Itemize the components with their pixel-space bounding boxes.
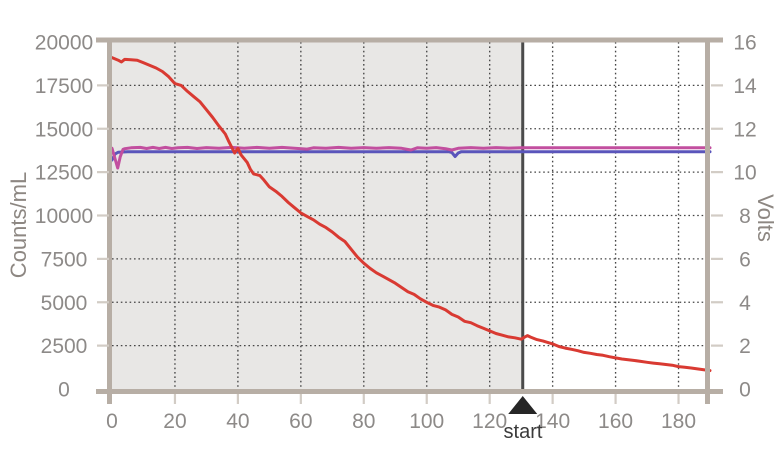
x-tick-label: 20	[163, 410, 186, 433]
x-tick-label: 180	[661, 410, 696, 433]
series-counts-per-ml	[110, 56, 712, 373]
left-tick-label: 20000	[35, 32, 93, 55]
left-tick-label: 5000	[41, 292, 88, 315]
right-tick-label: 12	[733, 118, 756, 141]
x-tick-label: 40	[226, 410, 249, 433]
right-axis-title: Volts	[753, 194, 778, 242]
left-tick-labels: 0 2500 5000 7500 10000 12500 15000 17500 20000	[35, 32, 93, 402]
right-tick-label: 6	[739, 248, 751, 271]
start-annotation-label: start	[504, 421, 543, 443]
axis-ticks	[97, 84, 723, 404]
series-voltage-blue	[110, 150, 712, 162]
x-tick-label: 120	[472, 410, 507, 433]
gridlines	[112, 42, 710, 389]
x-tick-label: 100	[409, 410, 444, 433]
right-tick-label: 4	[739, 292, 751, 315]
left-tick-label: 12500	[35, 162, 93, 185]
shaded-region	[112, 42, 523, 389]
axis-frame	[96, 37, 723, 404]
x-tick-label: 140	[535, 410, 570, 433]
left-tick-label: 7500	[41, 248, 88, 271]
x-tick-label: 0	[106, 410, 118, 433]
left-tick-label: 2500	[41, 335, 88, 358]
x-tick-label: 80	[352, 410, 375, 433]
right-tick-labels: 0 2 4 6 8 10 12 14 16	[733, 32, 757, 402]
chart-layers: 0 2500 5000 7500 10000 12500 15000 17500 20000 0 2…	[35, 32, 757, 434]
right-tick-label: 16	[733, 32, 756, 55]
right-tick-label: 0	[739, 379, 751, 402]
right-tick-label: 8	[739, 205, 751, 228]
x-tick-label: 60	[289, 410, 312, 433]
left-tick-label: 15000	[35, 118, 93, 141]
left-tick-label: 10000	[35, 205, 93, 228]
start-marker-triangle	[508, 396, 538, 414]
right-tick-label: 2	[739, 335, 751, 358]
left-axis-title: Counts/mL	[6, 172, 31, 278]
x-tick-labels: 0 20 40 60 80 100 120 140 160 180	[106, 410, 696, 433]
left-tick-label: 0	[58, 379, 70, 402]
x-tick-label: 160	[598, 410, 633, 433]
right-tick-label: 14	[733, 75, 757, 98]
left-tick-label: 17500	[35, 75, 93, 98]
right-tick-label: 10	[733, 162, 756, 185]
series-setpoint-magenta	[110, 145, 712, 170]
